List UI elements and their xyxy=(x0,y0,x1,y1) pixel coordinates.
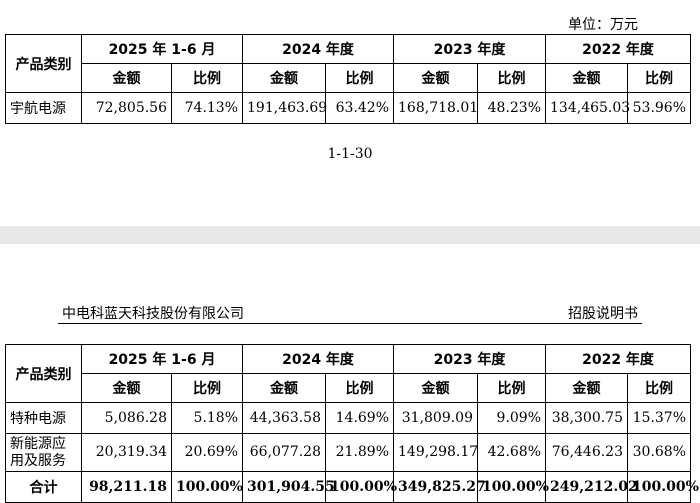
table-row: 宇航电源 72,805.56 74.13% 191,463.69 63.42% … xyxy=(5,92,692,124)
cell-amount: 168,718.01 xyxy=(393,92,478,124)
header-amount: 金额 xyxy=(393,63,479,93)
cell-ratio: 100.00% xyxy=(627,471,699,503)
header-amount: 金额 xyxy=(545,373,629,403)
header-period: 2022 年度 xyxy=(545,344,692,374)
header-period: 2023 年度 xyxy=(393,344,547,374)
cell-ratio: 42.68% xyxy=(477,433,547,472)
cell-amount: 5,086.28 xyxy=(81,402,172,434)
cell-ratio: 5.18% xyxy=(170,402,244,434)
cell-amount: 20,319.34 xyxy=(81,433,172,472)
header-amount: 金额 xyxy=(81,373,172,403)
row-category-total: 合计 xyxy=(5,471,82,503)
cell-ratio: 30.68% xyxy=(627,433,692,472)
header-ratio: 比例 xyxy=(477,63,547,93)
header-ratio: 比例 xyxy=(170,373,244,403)
header-period: 2024 年度 xyxy=(242,344,395,374)
cell-ratio: 100.00% xyxy=(170,471,244,503)
cell-amount: 44,363.58 xyxy=(242,402,327,434)
cell-ratio: 20.69% xyxy=(170,433,244,472)
table-row: 新能源应用及服务 20,319.34 20.69% 66,077.28 21.8… xyxy=(5,433,692,472)
header-rule xyxy=(58,323,642,324)
header-period: 2025 年 1-6 月 xyxy=(80,344,244,374)
cell-ratio: 48.23% xyxy=(477,92,547,124)
row-category: 宇航电源 xyxy=(5,92,82,124)
cell-ratio: 100.00% xyxy=(477,471,549,503)
document-title: 招股说明书 xyxy=(568,306,638,322)
cell-amount: 249,212.02 xyxy=(545,471,638,503)
header-period: 2023 年度 xyxy=(393,34,547,64)
unit-label: 单位：万元 xyxy=(568,17,638,33)
cell-amount: 76,446.23 xyxy=(545,433,629,472)
cell-ratio: 100.00% xyxy=(325,471,397,503)
header-period: 2025 年 1-6 月 xyxy=(80,34,244,64)
cell-amount: 149,298.17 xyxy=(393,433,478,472)
header-amount: 金额 xyxy=(242,373,327,403)
header-amount: 金额 xyxy=(242,63,327,93)
cell-amount: 31,809.09 xyxy=(393,402,479,434)
header-amount: 金额 xyxy=(545,63,629,93)
cell-ratio: 21.89% xyxy=(325,433,395,472)
cell-amount: 38,300.75 xyxy=(545,402,629,434)
cell-ratio: 14.69% xyxy=(325,402,395,434)
header-period: 2024 年度 xyxy=(242,34,395,64)
page-number: 1-1-30 xyxy=(327,146,373,162)
cell-amount: 191,463.69 xyxy=(242,92,327,124)
header-ratio: 比例 xyxy=(477,373,547,403)
table-row-total: 合计 98,211.18 100.00% 301,904.55 100.00% … xyxy=(5,471,699,503)
cell-amount: 301,904.55 xyxy=(242,471,335,503)
cell-ratio: 63.42% xyxy=(325,92,395,124)
cell-amount: 98,211.18 xyxy=(81,471,172,503)
cell-ratio: 9.09% xyxy=(477,402,547,434)
page-gap xyxy=(0,226,700,244)
cell-ratio: 53.96% xyxy=(627,92,692,124)
table-row: 特种电源 5,086.28 5.18% 44,363.58 14.69% 31,… xyxy=(5,402,692,434)
header-amount: 金额 xyxy=(393,373,479,403)
header-ratio: 比例 xyxy=(627,63,692,93)
cell-amount: 66,077.28 xyxy=(242,433,327,472)
header-ratio: 比例 xyxy=(325,63,395,93)
cell-amount: 349,825.27 xyxy=(393,471,486,503)
header-ratio: 比例 xyxy=(325,373,395,403)
header-ratio: 比例 xyxy=(170,63,244,93)
header-ratio: 比例 xyxy=(627,373,692,403)
row-category: 新能源应用及服务 xyxy=(5,433,82,472)
header-amount: 金额 xyxy=(81,63,172,93)
revenue-table-top: 产品类别 2025 年 1-6 月 2024 年度 2023 年度 2022 年… xyxy=(5,34,692,124)
cell-amount: 72,805.56 xyxy=(81,92,172,124)
cell-amount: 134,465.03 xyxy=(545,92,630,124)
revenue-table-bottom: 产品类别 2025 年 1-6 月 2024 年度 2023 年度 2022 年… xyxy=(5,344,699,503)
cell-ratio: 74.13% xyxy=(170,92,244,124)
company-name: 中电科蓝天科技股份有限公司 xyxy=(62,306,244,322)
header-period: 2022 年度 xyxy=(545,34,692,64)
header-category: 产品类别 xyxy=(5,344,82,403)
row-category: 特种电源 xyxy=(5,402,82,434)
cell-ratio: 15.37% xyxy=(627,402,692,434)
header-category: 产品类别 xyxy=(5,34,82,93)
